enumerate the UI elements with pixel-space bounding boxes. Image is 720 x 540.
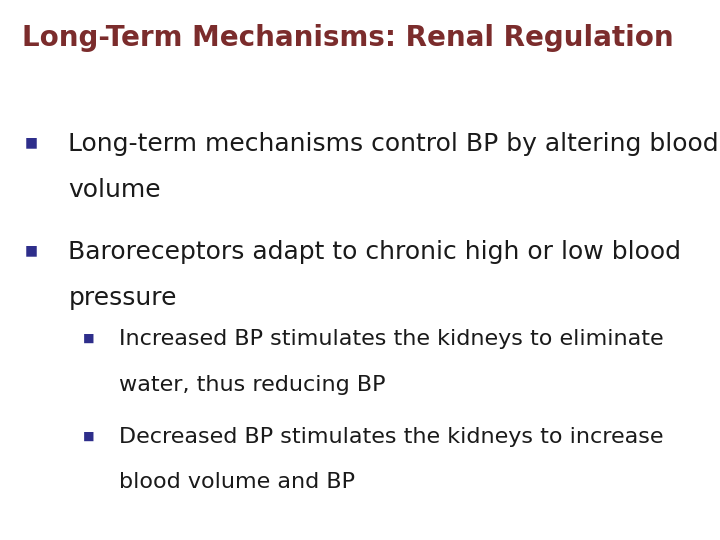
Text: pressure: pressure <box>68 286 177 310</box>
Text: ■: ■ <box>83 429 94 442</box>
Text: Long-term mechanisms control BP by altering blood: Long-term mechanisms control BP by alter… <box>68 132 719 156</box>
Text: volume: volume <box>68 178 161 202</box>
Text: Increased BP stimulates the kidneys to eliminate: Increased BP stimulates the kidneys to e… <box>119 329 663 349</box>
Text: ■: ■ <box>83 332 94 345</box>
Text: ■: ■ <box>25 135 38 149</box>
Text: Long-Term Mechanisms: Renal Regulation: Long-Term Mechanisms: Renal Regulation <box>22 24 673 52</box>
Text: Decreased BP stimulates the kidneys to increase: Decreased BP stimulates the kidneys to i… <box>119 427 663 447</box>
Text: Baroreceptors adapt to chronic high or low blood: Baroreceptors adapt to chronic high or l… <box>68 240 681 264</box>
Text: water, thus reducing BP: water, thus reducing BP <box>119 375 385 395</box>
Text: blood volume and BP: blood volume and BP <box>119 472 355 492</box>
Text: ■: ■ <box>25 243 38 257</box>
